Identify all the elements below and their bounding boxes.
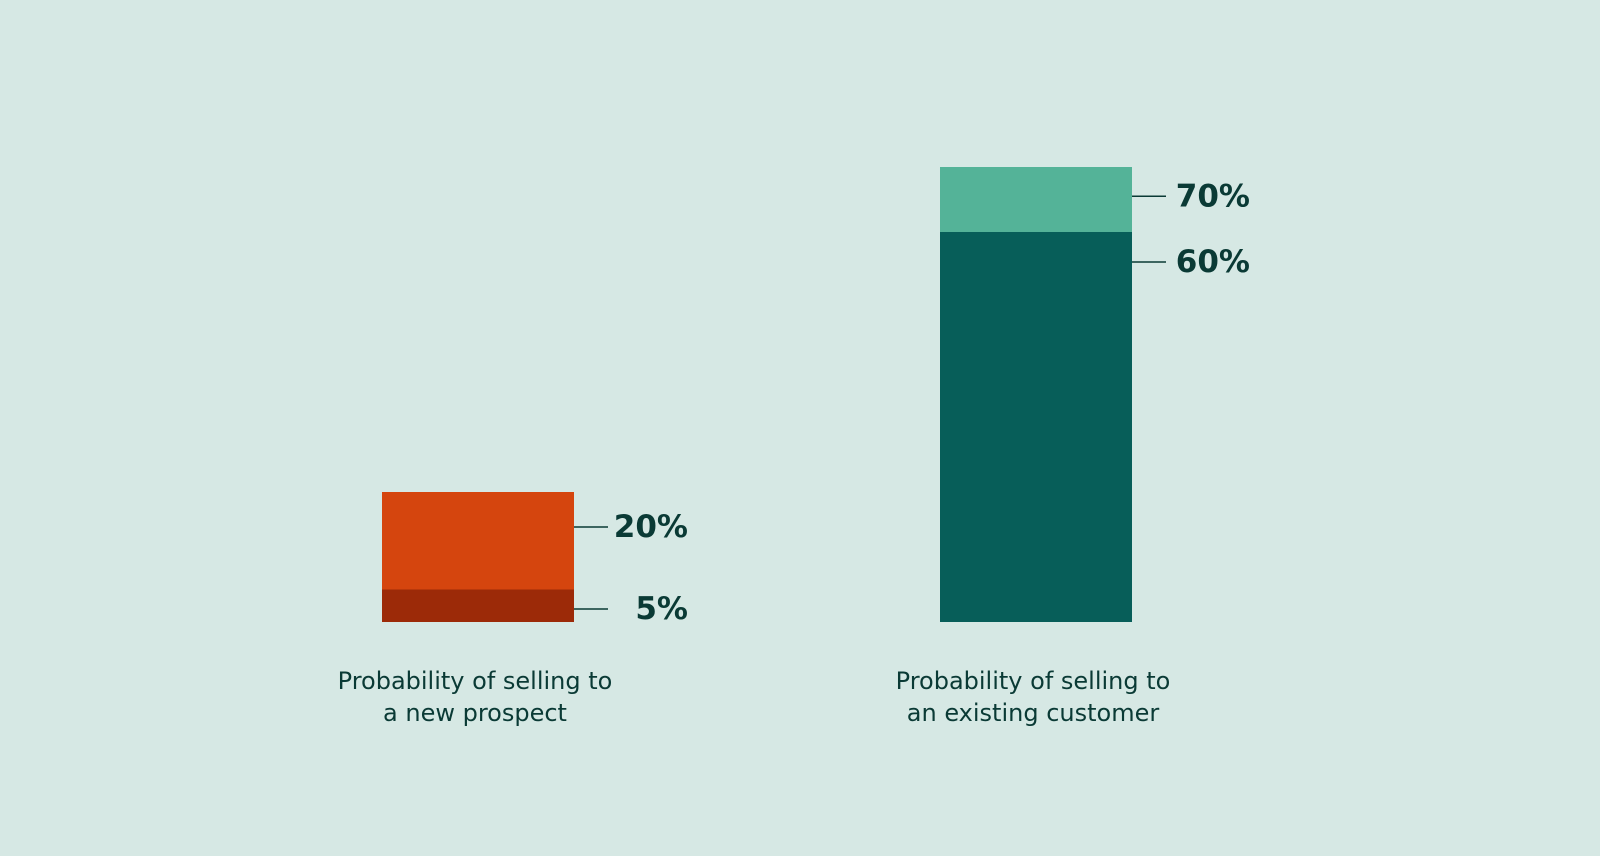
bar-new-prospect-low-segment <box>382 589 574 622</box>
bar-existing-customer-low-segment <box>940 232 1132 622</box>
category-label-new-prospect-line-2: a new prospect <box>383 699 567 727</box>
category-label-existing-customer-line-1: Probability of selling to <box>896 667 1171 695</box>
value-label-new-prospect-low: 5% <box>635 591 688 627</box>
value-label-existing-customer-high: 70% <box>1176 178 1250 214</box>
bar-existing-customer-high-segment <box>940 167 1132 232</box>
bar-group-existing-customer: 70% 60% Probability of selling to an exi… <box>896 167 1250 727</box>
value-label-existing-customer-low: 60% <box>1176 244 1250 280</box>
value-label-new-prospect-high: 20% <box>614 509 688 545</box>
category-label-existing-customer-line-2: an existing customer <box>907 699 1160 727</box>
bar-group-new-prospect: 20% 5% Probability of selling to a new p… <box>338 492 688 727</box>
category-label-new-prospect-line-1: Probability of selling to <box>338 667 613 695</box>
bar-new-prospect-high-segment <box>382 492 574 590</box>
